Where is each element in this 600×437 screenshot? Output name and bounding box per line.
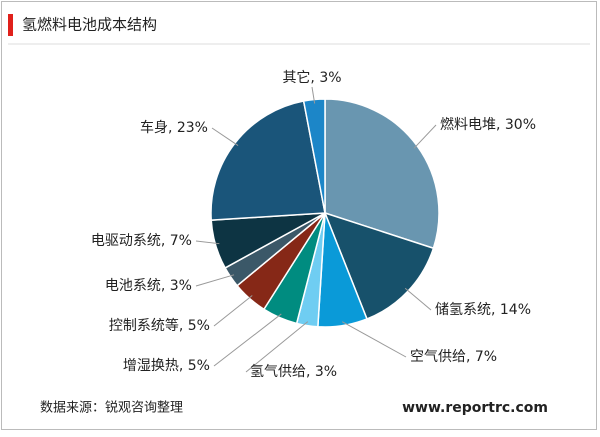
source: 数据来源：锐观咨询整理 (40, 401, 183, 416)
leader-line (195, 274, 235, 287)
data-label: 燃料电堆, 30% (440, 116, 536, 133)
data-label: 其它, 3% (282, 69, 341, 86)
data-label: 空气供给, 7% (410, 349, 497, 365)
data-label: 电驱动系统, 7% (91, 233, 192, 249)
data-label: 氢气供给, 3% (250, 364, 337, 380)
leader-line (413, 124, 437, 149)
chart-title: 氢燃料电池成本结构 (22, 16, 157, 34)
leader-line (311, 86, 316, 104)
leader-line (213, 295, 253, 327)
leader-line (404, 287, 432, 311)
leader-line (245, 321, 309, 373)
leader-line (195, 240, 220, 245)
website: www.reportrc.com (402, 400, 548, 416)
title-bar (8, 14, 13, 36)
data-label: 储氢系统, 14% (435, 302, 531, 318)
data-label: 电池系统, 3% (105, 278, 192, 294)
data-label: 车身, 23% (140, 119, 208, 136)
leader-line (341, 321, 407, 358)
data-label: 控制系统等, 5% (109, 317, 210, 334)
data-label: 增湿换热, 5% (123, 357, 210, 374)
leader-line (211, 127, 239, 146)
pie-slice (324, 98, 440, 250)
leader-line (213, 313, 282, 367)
